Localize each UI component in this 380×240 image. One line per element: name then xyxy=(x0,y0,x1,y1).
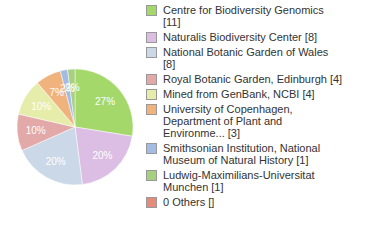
svg-text:10%: 10% xyxy=(31,101,51,112)
html-text:Ludwig-Maximilians-Universitat: Ludwig-Maximilians-Universitat Munchen [… xyxy=(163,169,315,193)
html-text:Naturalis Biodiversity Center: Naturalis Biodiversity Center [8] xyxy=(163,31,318,43)
html-text:Mined from GenBank, NCBI [4]: Mined from GenBank, NCBI [4] xyxy=(163,88,315,100)
svg-text:7%: 7% xyxy=(49,86,64,98)
html-text:University of Copenhagen, Depa: University of Copenhagen, Department of … xyxy=(163,103,293,139)
svg-text:10%: 10% xyxy=(26,125,46,136)
svg-text:27%: 27% xyxy=(95,96,115,107)
html-text:0 Others []: 0 Others [] xyxy=(163,196,215,208)
html-text:National Botanic Garden of Wal: National Botanic Garden of Wales [8] xyxy=(163,46,329,70)
svg-text:20%: 20% xyxy=(92,150,112,161)
html-text:Royal Botanic Garden, Edinburg: Royal Botanic Garden, Edinburgh [4] xyxy=(163,73,343,85)
html-text:Centre for Biodiversity Genomi: Centre for Biodiversity Genomics [11] xyxy=(163,4,324,28)
svg-text:2%: 2% xyxy=(65,82,80,93)
svg-text:20%: 20% xyxy=(46,156,66,167)
html-text:Smithsonian Institution, Natio: Smithsonian Institution, National Museum… xyxy=(163,142,321,166)
